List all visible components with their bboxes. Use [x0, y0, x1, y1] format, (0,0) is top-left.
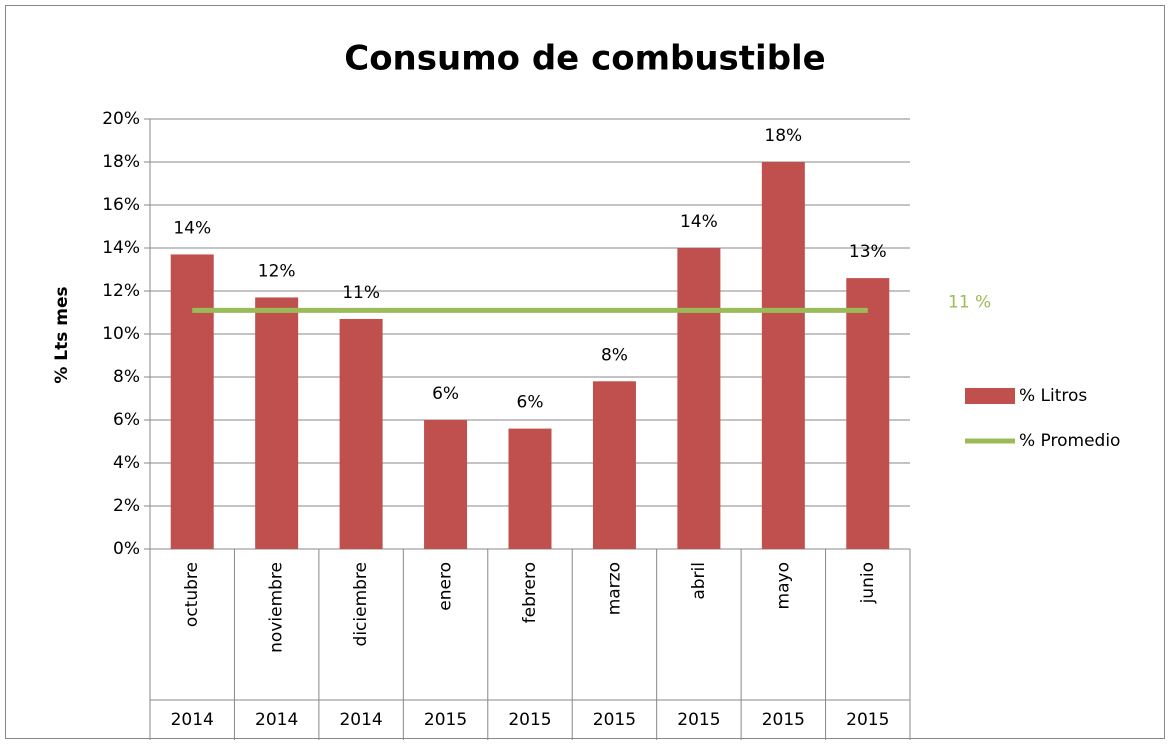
x-tick-label: octubre	[182, 562, 202, 627]
bar	[339, 318, 383, 549]
y-tick-label: 16%	[102, 195, 140, 215]
year-label: 2015	[677, 710, 720, 730]
year-label: 2015	[508, 710, 551, 730]
legend-swatch	[965, 388, 1015, 404]
year-label: 2015	[846, 710, 889, 730]
year-label: 2014	[339, 710, 382, 730]
legend-label: % Litros	[1019, 386, 1087, 406]
data-label: 8%	[601, 345, 628, 365]
bar	[255, 297, 299, 549]
bar	[508, 428, 552, 549]
y-tick-label: 6%	[113, 410, 140, 430]
y-tick-label: 20%	[102, 109, 140, 129]
y-tick-label: 12%	[102, 281, 140, 301]
y-tick-label: 0%	[113, 539, 140, 559]
data-label: 18%	[764, 126, 802, 146]
y-tick-label: 10%	[102, 324, 140, 344]
y-tick-label: 14%	[102, 238, 140, 258]
data-label: 14%	[173, 218, 211, 238]
legend-label: % Promedio	[1019, 431, 1120, 451]
chart-title: Consumo de combustible	[344, 39, 826, 79]
y-tick-label: 8%	[113, 367, 140, 387]
x-tick-label: enero	[436, 562, 456, 611]
bar	[761, 162, 805, 549]
x-tick-label: diciembre	[351, 562, 371, 646]
y-axis-title: % Lts mes	[52, 286, 72, 383]
x-tick-label: junio	[858, 562, 878, 604]
bar	[846, 278, 890, 549]
bar	[170, 254, 214, 549]
x-tick-label: mayo	[773, 562, 793, 609]
x-tick-label: marzo	[604, 562, 624, 615]
year-label: 2015	[593, 710, 636, 730]
y-tick-label: 18%	[102, 152, 140, 172]
y-tick-label: 2%	[113, 496, 140, 516]
bar	[592, 381, 636, 549]
year-label: 2014	[171, 710, 214, 730]
data-label: 12%	[258, 261, 296, 281]
data-label: 14%	[680, 212, 718, 232]
year-label: 2014	[255, 710, 298, 730]
x-tick-label: noviembre	[267, 562, 287, 653]
x-tick-label: febrero	[520, 562, 540, 623]
y-tick-label: 4%	[113, 453, 140, 473]
bar	[424, 420, 468, 549]
x-tick-label: abril	[689, 562, 709, 600]
data-label: 6%	[517, 393, 544, 413]
year-label: 2015	[424, 710, 467, 730]
data-label: 11%	[342, 283, 380, 303]
line-label: 11 %	[948, 292, 991, 312]
year-label: 2015	[762, 710, 805, 730]
bar	[677, 248, 721, 549]
data-label: 6%	[432, 384, 459, 404]
data-label: 13%	[849, 242, 887, 262]
